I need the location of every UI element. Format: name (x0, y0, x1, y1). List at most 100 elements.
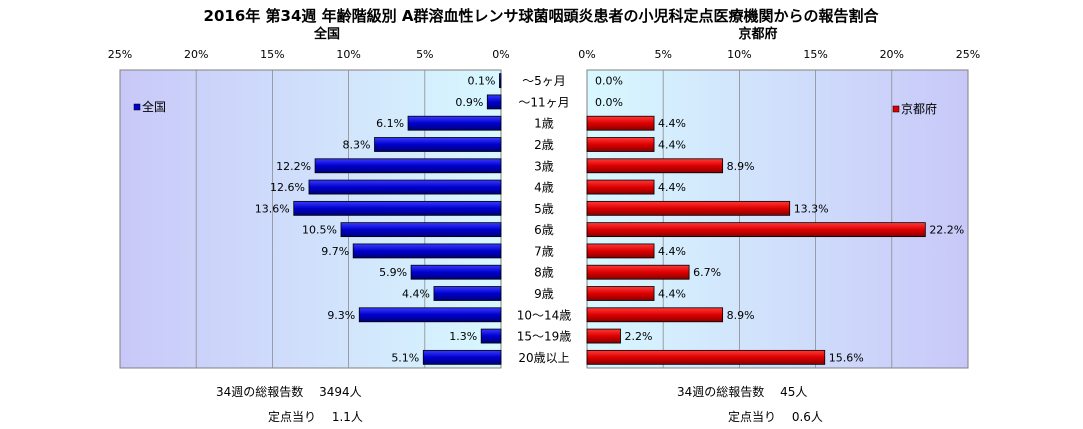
kyoto-bar (586, 286, 655, 301)
kyoto-bar (586, 222, 926, 238)
kyoto-bar (586, 200, 791, 216)
national-bar (293, 200, 502, 216)
tick-label: 20% (880, 48, 904, 61)
kyoto-legend-swatch (892, 105, 900, 113)
national-bars (293, 73, 502, 365)
tick-label: 5% (654, 48, 671, 61)
kyoto-value-label: 4.4% (658, 245, 686, 258)
tick-label: 15% (260, 48, 284, 61)
kyoto-bar (586, 243, 655, 259)
chart-title: 2016年 第34週 年齢階級別 A群溶血性レンサ球菌咽頭炎患者の小児科定点医療… (204, 7, 880, 25)
kyoto-value-label: 13.3% (794, 202, 829, 215)
kyoto-value-label: 4.4% (658, 181, 686, 194)
kyoto-value-label: 22.2% (929, 224, 964, 237)
category-label: 3歳 (534, 159, 554, 173)
national-value-label: 6.1% (376, 117, 404, 130)
tick-label: 10% (727, 48, 751, 61)
kyoto-bar (586, 115, 655, 131)
kyoto-bars (586, 115, 926, 365)
tick-label: 0% (492, 48, 509, 61)
national-value-label: 12.6% (270, 181, 305, 194)
kyoto-value-label: 0.0% (595, 75, 623, 88)
kyoto-value-label: 4.4% (658, 288, 686, 301)
kyoto-value-label: 4.4% (658, 139, 686, 152)
category-label: 4歳 (534, 181, 554, 195)
tick-label: 15% (803, 48, 827, 61)
kyoto-value-label: 8.9% (727, 309, 755, 322)
national-value-label: 4.4% (402, 288, 430, 301)
kyoto-per-site: 定点当り 0.6人 (728, 410, 823, 424)
national-value-label: 13.6% (255, 202, 290, 215)
tick-label: 20% (184, 48, 208, 61)
tick-label: 5% (416, 48, 433, 61)
national-value-label: 5.1% (391, 351, 419, 364)
kyoto-value-label: 2.2% (625, 330, 653, 343)
national-value-label: 0.1% (468, 75, 496, 88)
national-value-label: 0.9% (455, 96, 483, 109)
kyoto-bar (586, 328, 621, 344)
national-value-label: 10.5% (302, 224, 337, 237)
national-value-label: 12.2% (276, 160, 311, 173)
national-legend-label: 全国 (142, 99, 166, 114)
category-label: 5歳 (534, 202, 554, 216)
national-bar (407, 115, 502, 131)
national-data-labels: 0.1% 0.9% 6.1% 8.3% 12.2% 12.6% 13.6% 10.5% 9.7%… (255, 75, 496, 365)
kyoto-value-label: 8.9% (727, 160, 755, 173)
kyoto-legend-label: 京都府 (901, 101, 937, 116)
age-category-labels: ～5ヶ月 ～11ヶ月 1歳 2歳 3歳 4歳 5歳 6歳 7歳 8歳 9歳 10～14歳 15～19歳 2… (517, 74, 572, 365)
tick-label: 10% (336, 48, 360, 61)
tick-label: 25% (956, 48, 980, 61)
national-bar (410, 264, 502, 280)
category-label: 1歳 (534, 117, 554, 131)
category-label: 10～14歳 (517, 308, 572, 322)
national-bar (352, 243, 502, 259)
national-bar (433, 286, 502, 301)
national-legend-swatch (133, 103, 141, 111)
national-value-label: 9.3% (327, 309, 355, 322)
category-label: ～5ヶ月 (522, 74, 566, 88)
national-per-site: 定点当り 1.1人 (268, 410, 363, 424)
national-bar (340, 222, 502, 238)
national-bar (499, 73, 502, 89)
category-label: 8歳 (534, 266, 554, 280)
kyoto-total-reports: 34週の総報告数 45人 (677, 385, 808, 399)
national-bar (486, 94, 502, 110)
tick-label: 0% (578, 48, 595, 61)
category-label: 2歳 (534, 138, 554, 152)
national-axis-ticks: 0% 5% 10% 15% 20% 25% (108, 48, 510, 61)
category-label: 6歳 (534, 223, 554, 237)
national-bar (480, 328, 502, 344)
national-bar (358, 307, 502, 323)
kyoto-bar (586, 264, 690, 280)
national-value-label: 8.3% (343, 139, 371, 152)
national-value-label: 9.7% (321, 245, 349, 258)
kyoto-value-label: 15.6% (829, 351, 864, 364)
national-plot-area (119, 69, 502, 369)
national-bar (308, 179, 502, 195)
category-label: 9歳 (534, 287, 554, 301)
kyoto-bar (586, 349, 826, 365)
national-value-label: 1.3% (449, 330, 477, 343)
kyoto-data-labels: 0.0% 0.0% 4.4% 4.4% 8.9% 4.4% 13.3% 22.2% 4.4% 6.… (595, 75, 964, 365)
category-label: 20歳以上 (518, 351, 569, 365)
kyoto-bar (586, 179, 655, 195)
national-bar (314, 158, 502, 174)
kyoto-bar (586, 137, 655, 152)
kyoto-bar (586, 307, 724, 323)
kyoto-value-label: 4.4% (658, 117, 686, 130)
kyoto-value-label: 6.7% (693, 266, 721, 279)
national-legend: 全国 (133, 99, 166, 114)
category-label: 15～19歳 (517, 330, 572, 344)
kyoto-value-label: 0.0% (595, 96, 623, 109)
national-bar (422, 349, 502, 365)
national-subtitle: 全国 (313, 26, 340, 42)
national-total-reports: 34週の総報告数 3494人 (216, 385, 362, 399)
kyoto-axis-ticks: 0% 5% 10% 15% 20% 25% (578, 48, 980, 61)
kyoto-bar (586, 158, 724, 174)
category-label: ～11ヶ月 (518, 95, 569, 109)
national-value-label: 5.9% (379, 266, 407, 279)
kyoto-legend: 京都府 (892, 101, 937, 116)
category-label: 7歳 (534, 244, 554, 258)
national-bar (374, 137, 502, 152)
